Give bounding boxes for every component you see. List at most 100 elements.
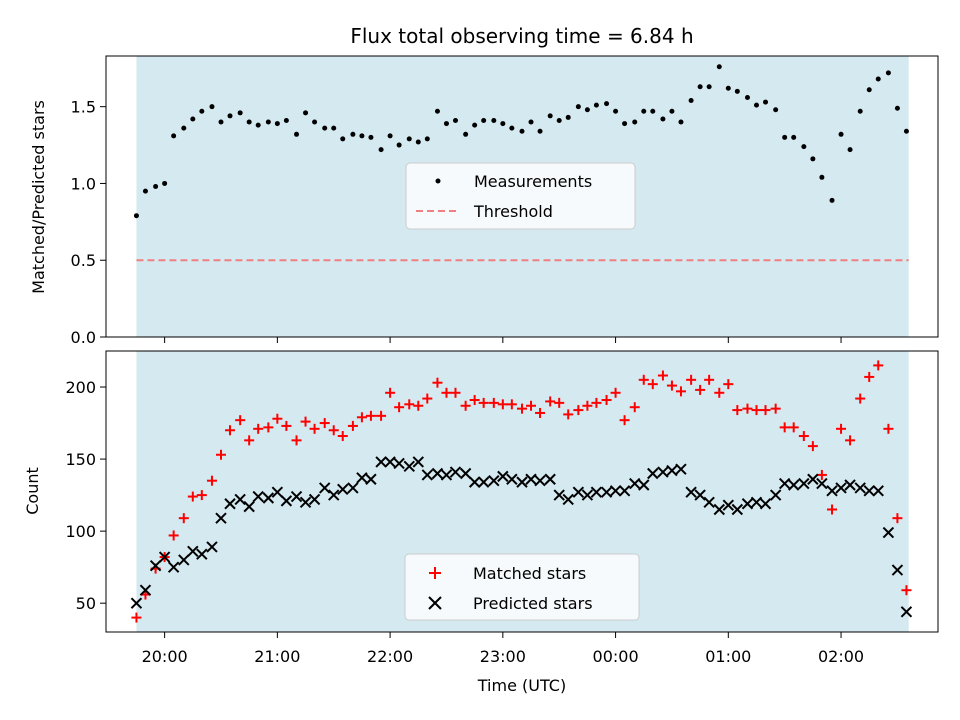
predicted-star-point bbox=[863, 485, 875, 497]
measurement-point bbox=[424, 136, 430, 142]
predicted-star-point bbox=[187, 545, 199, 558]
measurement-point bbox=[162, 180, 168, 186]
predicted-star-point bbox=[647, 467, 659, 480]
measurement-point bbox=[838, 131, 844, 137]
measurement-point bbox=[331, 125, 337, 131]
measurement-point bbox=[255, 122, 261, 128]
matched-star-point bbox=[469, 394, 480, 405]
matched-star-point bbox=[300, 416, 311, 427]
matched-star-point bbox=[319, 418, 330, 429]
matched-star-point bbox=[422, 393, 433, 404]
bottom-ytick-label: 100 bbox=[65, 522, 96, 541]
matched-star-point bbox=[376, 410, 387, 421]
predicted-star-point bbox=[139, 584, 152, 596]
measurement-point bbox=[274, 121, 280, 127]
matched-star-point bbox=[215, 449, 226, 460]
matched-star-point bbox=[563, 409, 574, 420]
measurement-point bbox=[359, 133, 365, 139]
matched-star-point bbox=[394, 402, 405, 413]
predicted-star-point bbox=[215, 512, 227, 524]
measurement-point bbox=[547, 113, 553, 119]
predicted-star-point bbox=[807, 473, 819, 485]
matched-star-point bbox=[760, 405, 771, 416]
matched-star-point bbox=[545, 396, 556, 407]
predicted-star-point bbox=[337, 483, 349, 496]
matched-star-point bbox=[281, 420, 292, 431]
predicted-star-point bbox=[731, 503, 744, 516]
measurement-point bbox=[669, 108, 675, 114]
predicted-star-point bbox=[384, 456, 396, 468]
matched-star-point bbox=[807, 441, 818, 452]
predicted-star-point bbox=[224, 498, 236, 510]
measurement-point bbox=[866, 87, 872, 93]
predicted-star-point bbox=[149, 560, 162, 572]
top-ytick-label: 0.0 bbox=[71, 328, 96, 347]
predicted-star-point bbox=[713, 503, 725, 516]
predicted-star-point bbox=[722, 499, 735, 511]
predicted-star-point bbox=[666, 464, 678, 477]
matched-star-point bbox=[478, 397, 489, 408]
top-ytick-label: 1.0 bbox=[71, 174, 96, 193]
matched-star-point bbox=[178, 513, 189, 524]
legend-matched-label: Matched stars bbox=[473, 564, 586, 583]
predicted-star-point bbox=[759, 498, 772, 510]
predicted-star-point bbox=[694, 489, 706, 501]
measurement-point bbox=[857, 108, 863, 114]
predicted-star-point bbox=[769, 489, 782, 501]
predicted-star-point bbox=[872, 485, 884, 497]
measurement-point bbox=[519, 128, 525, 134]
matched-star-point bbox=[253, 423, 264, 434]
measurement-point bbox=[227, 113, 233, 119]
matched-star-point bbox=[901, 585, 912, 596]
measurement-point bbox=[734, 88, 740, 94]
predicted-star-point bbox=[798, 477, 810, 490]
measurement-point bbox=[133, 213, 139, 219]
matched-star-point bbox=[517, 403, 527, 414]
measurement-point bbox=[903, 128, 909, 134]
measurement-point bbox=[537, 128, 543, 134]
predicted-star-point bbox=[271, 486, 284, 498]
predicted-star-point bbox=[900, 606, 913, 618]
matched-star-point bbox=[704, 374, 715, 385]
predicted-star-point bbox=[516, 476, 528, 488]
bottom-panel-frame bbox=[105, 350, 939, 633]
measurement-point bbox=[584, 107, 590, 113]
measurement-point bbox=[650, 108, 656, 114]
measurement-point bbox=[190, 116, 196, 122]
matched-star-point bbox=[441, 387, 452, 398]
measurement-point bbox=[463, 131, 469, 137]
measurement-point bbox=[604, 101, 610, 107]
measurement-point bbox=[763, 99, 769, 105]
matched-star-point bbox=[244, 435, 255, 446]
predicted-star-point bbox=[600, 486, 613, 498]
measurement-point bbox=[875, 76, 881, 82]
predicted-star-point bbox=[854, 482, 866, 494]
top-legend-box bbox=[405, 162, 636, 230]
matched-star-point bbox=[328, 425, 339, 436]
predicted-star-point bbox=[431, 467, 444, 480]
matched-star-point bbox=[732, 405, 743, 416]
matched-star-point bbox=[404, 399, 415, 410]
predicted-star-point bbox=[826, 485, 838, 497]
matched-star-point bbox=[827, 504, 838, 515]
predicted-star-point bbox=[196, 548, 208, 560]
predicted-star-point bbox=[393, 457, 405, 470]
top-panel: 0.0 0.5 1.0 1.5 Matched/Predicted stars Mea… bbox=[29, 55, 939, 347]
legend-threshold-label: Threshold bbox=[473, 202, 553, 221]
predicted-star-point bbox=[657, 466, 669, 478]
matched-star-point bbox=[686, 374, 697, 385]
predicted-star-point bbox=[477, 476, 490, 488]
measurement-point bbox=[810, 156, 816, 162]
measurement-point bbox=[171, 133, 177, 139]
predicted-star-point bbox=[262, 492, 275, 504]
measurement-point bbox=[368, 134, 374, 140]
measurement-point bbox=[415, 139, 421, 145]
matched-star-point bbox=[385, 387, 396, 398]
x-axis-label: Time (UTC) bbox=[477, 676, 566, 695]
predicted-star-point bbox=[787, 479, 800, 491]
matched-star-point bbox=[779, 422, 790, 433]
predicted-star-point bbox=[590, 486, 603, 498]
matched-star-point bbox=[187, 491, 198, 502]
predicted-star-point bbox=[685, 486, 697, 498]
